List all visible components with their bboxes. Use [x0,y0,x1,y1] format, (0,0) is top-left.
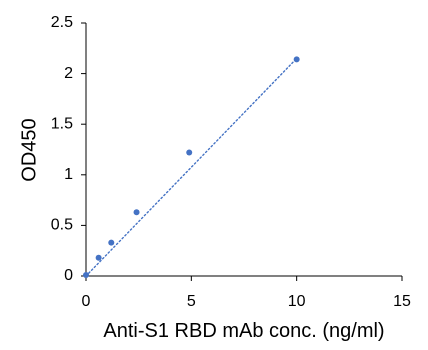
data-point [95,254,102,261]
y-tick-label: 1 [64,166,73,183]
x-tick-label: 5 [187,293,196,310]
x-ticks: 0 5 10 15 [82,276,411,310]
y-axis-title: OD450 [18,118,40,181]
y-tick-label: 0 [64,267,73,284]
x-tick-label: 10 [288,293,306,310]
y-tick-label: 2 [64,65,73,82]
data-point [186,149,193,156]
x-tick-label: 15 [393,293,411,310]
data-point [133,209,140,216]
y-tick-label: 0.5 [51,217,73,234]
data-point [108,239,115,246]
y-tick-label: 1.5 [51,115,73,132]
trendline [85,57,298,277]
plot-area: 0 0.5 1 1.5 2 2.5 0 5 10 15 [51,14,411,310]
x-tick-label: 0 [82,293,91,310]
y-tick-label: 2.5 [51,14,73,31]
points-layer [83,56,300,278]
trendline-layer [85,57,298,277]
data-point [293,56,300,63]
x-axis-title: Anti-S1 RBD mAb conc. (ng/ml) [103,320,384,342]
data-point [83,271,89,278]
y-ticks: 0 0.5 1 1.5 2 2.5 [51,14,86,284]
